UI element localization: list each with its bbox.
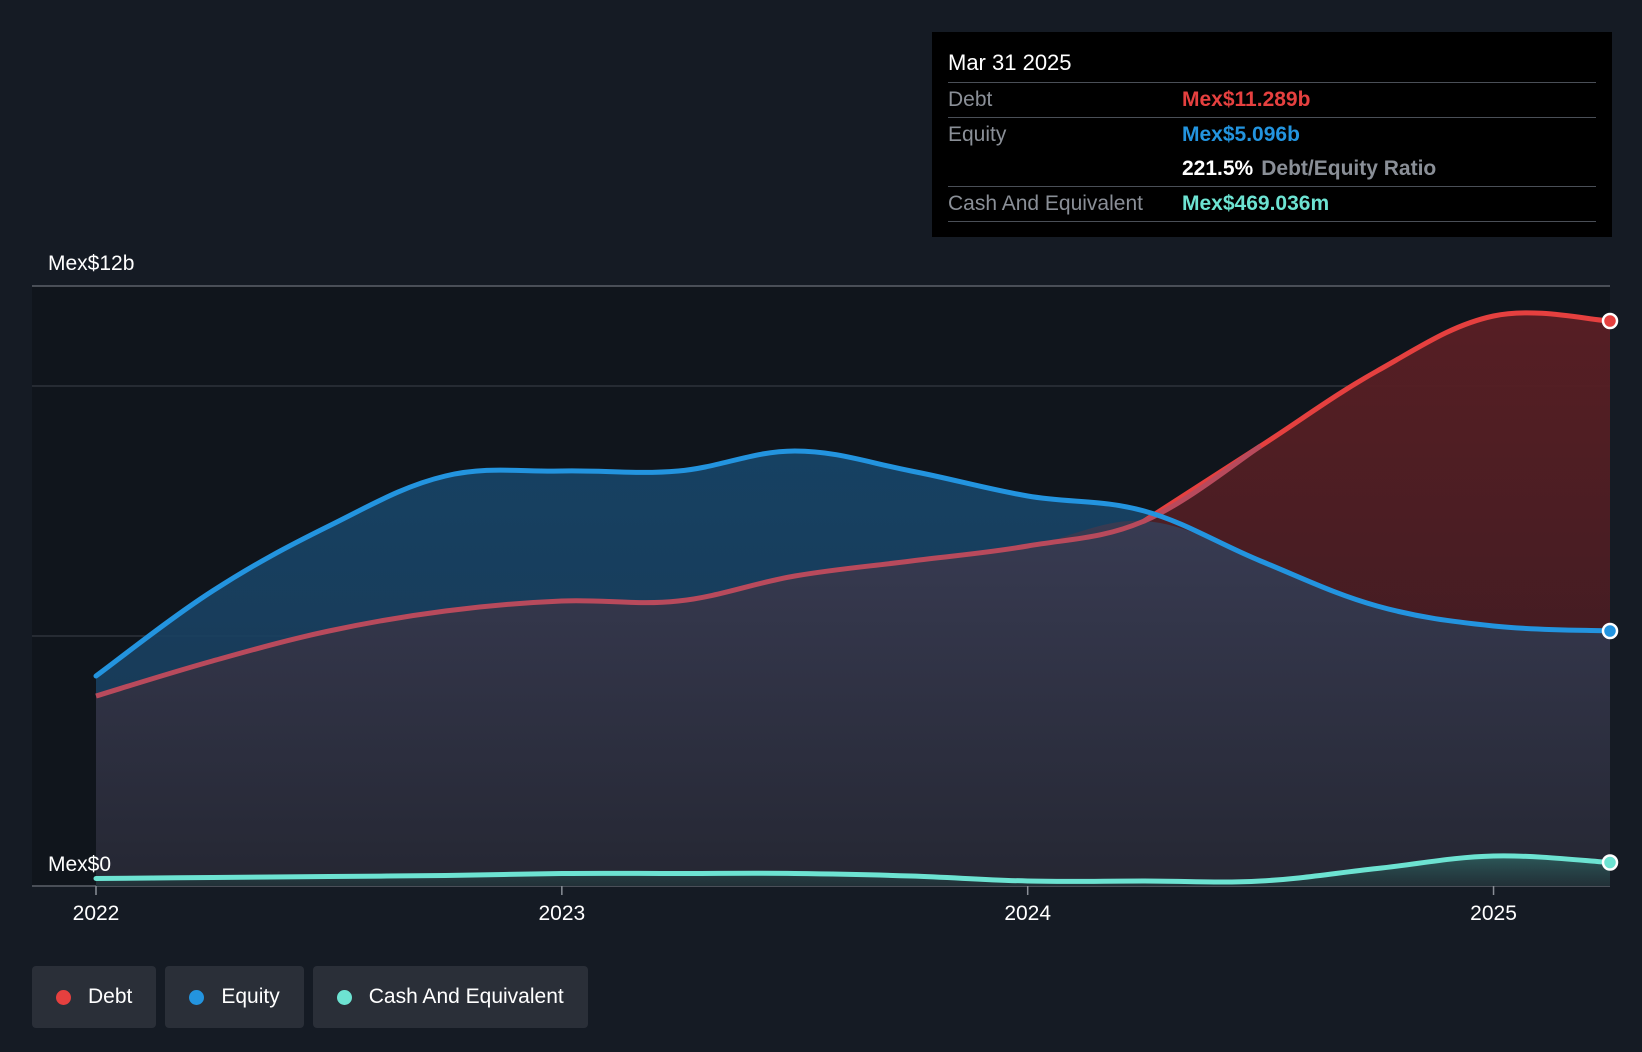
debt-equity-overlap-area bbox=[96, 520, 1610, 886]
tooltip-row-ratio: 221.5% Debt/Equity Ratio bbox=[948, 152, 1596, 186]
legend-item-debt[interactable]: Debt bbox=[32, 966, 157, 1028]
cash-area bbox=[96, 855, 1610, 886]
debt-line-muted bbox=[95, 443, 1262, 699]
series-lines bbox=[93, 310, 1613, 885]
tooltip-debt-value: Mex$11.289b bbox=[1182, 88, 1311, 111]
end-markers bbox=[1601, 312, 1619, 871]
legend-label-debt: Debt bbox=[88, 985, 133, 1008]
legend: Debt Equity Cash And Equivalent bbox=[32, 966, 588, 1028]
x-axis-ticks: 2022 2023 2024 2025 bbox=[73, 886, 1517, 925]
x-tick-label: 2022 bbox=[73, 902, 120, 925]
tooltip-cash-value: Mex$469.036m bbox=[1182, 192, 1330, 215]
x-tick-label: 2023 bbox=[538, 902, 585, 925]
y-axis-bottom-label: Mex$0 bbox=[48, 853, 111, 876]
tooltip-ratio-label: Debt/Equity Ratio bbox=[1261, 157, 1437, 180]
equity-end-marker bbox=[1601, 622, 1619, 640]
legend-item-cash[interactable]: Cash And Equivalent bbox=[312, 966, 588, 1028]
legend-label-cash: Cash And Equivalent bbox=[368, 985, 564, 1008]
tooltip-equity-label: Equity bbox=[948, 123, 1007, 146]
y-axis-top-label: Mex$12b bbox=[48, 252, 134, 275]
legend-item-equity[interactable]: Equity bbox=[165, 966, 304, 1028]
tooltip-debt-label: Debt bbox=[948, 88, 993, 111]
cash-dot-icon bbox=[336, 989, 352, 1005]
equity-line bbox=[93, 448, 1613, 679]
legend-label-equity: Equity bbox=[221, 985, 280, 1008]
tooltip-cash-label: Cash And Equivalent bbox=[948, 192, 1143, 215]
cash-line bbox=[93, 853, 1613, 885]
x-tick-label: 2024 bbox=[1004, 902, 1051, 925]
tooltip-row-cash: Cash And Equivalent Mex$469.036m bbox=[948, 186, 1596, 222]
tooltip: Mar 31 2025 Debt Mex$11.289b Equity Mex$… bbox=[932, 32, 1612, 237]
tooltip-row-debt: Debt Mex$11.289b bbox=[948, 82, 1596, 117]
debt-dot-icon bbox=[56, 989, 71, 1005]
series-areas bbox=[96, 312, 1610, 887]
equity-dot-icon bbox=[189, 989, 205, 1005]
tooltip-ratio-value: 221.5% bbox=[1182, 157, 1254, 180]
tooltip-equity-value: Mex$5.096b bbox=[1182, 123, 1300, 146]
x-tick-label: 2025 bbox=[1470, 902, 1517, 925]
tooltip-row-equity: Equity Mex$5.096b bbox=[948, 117, 1596, 152]
cash-end-marker bbox=[1601, 854, 1619, 871]
tooltip-date: Mar 31 2025 bbox=[948, 50, 1072, 75]
debt-end-marker bbox=[1601, 312, 1619, 330]
